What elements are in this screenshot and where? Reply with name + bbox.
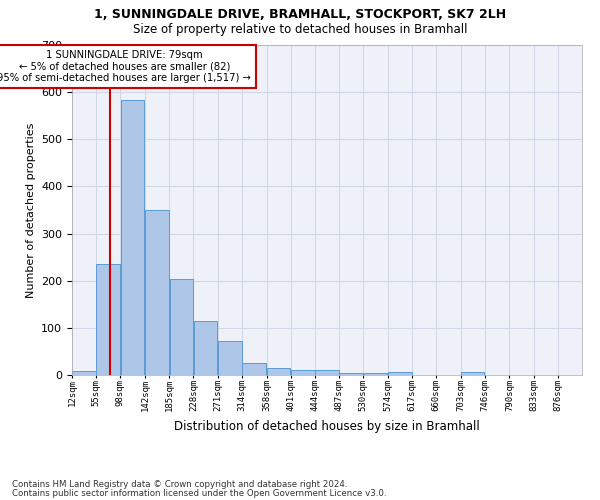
Bar [97,264,120,375]
X-axis label: Distribution of detached houses by size in Bramhall: Distribution of detached houses by size … [174,420,480,432]
Text: 1, SUNNINGDALE DRIVE, BRAMHALL, STOCKPORT, SK7 2LH: 1, SUNNINGDALE DRIVE, BRAMHALL, STOCKPOR… [94,8,506,20]
Bar [267,368,290,375]
Bar [121,100,144,375]
Bar [170,280,193,375]
Bar [218,340,242,375]
Bar [340,372,363,375]
Bar [72,371,96,375]
Bar [242,363,266,375]
Bar [315,370,339,375]
Text: 1 SUNNINGDALE DRIVE: 79sqm
← 5% of detached houses are smaller (82)
95% of semi-: 1 SUNNINGDALE DRIVE: 79sqm ← 5% of detac… [0,50,251,83]
Bar [291,370,314,375]
Text: Size of property relative to detached houses in Bramhall: Size of property relative to detached ho… [133,22,467,36]
Bar [388,372,412,375]
Text: Contains HM Land Registry data © Crown copyright and database right 2024.: Contains HM Land Registry data © Crown c… [12,480,347,489]
Text: Contains public sector information licensed under the Open Government Licence v3: Contains public sector information licen… [12,488,386,498]
Bar [194,321,217,375]
Bar [461,372,484,375]
Bar [364,372,387,375]
Bar [145,210,169,375]
Y-axis label: Number of detached properties: Number of detached properties [26,122,35,298]
